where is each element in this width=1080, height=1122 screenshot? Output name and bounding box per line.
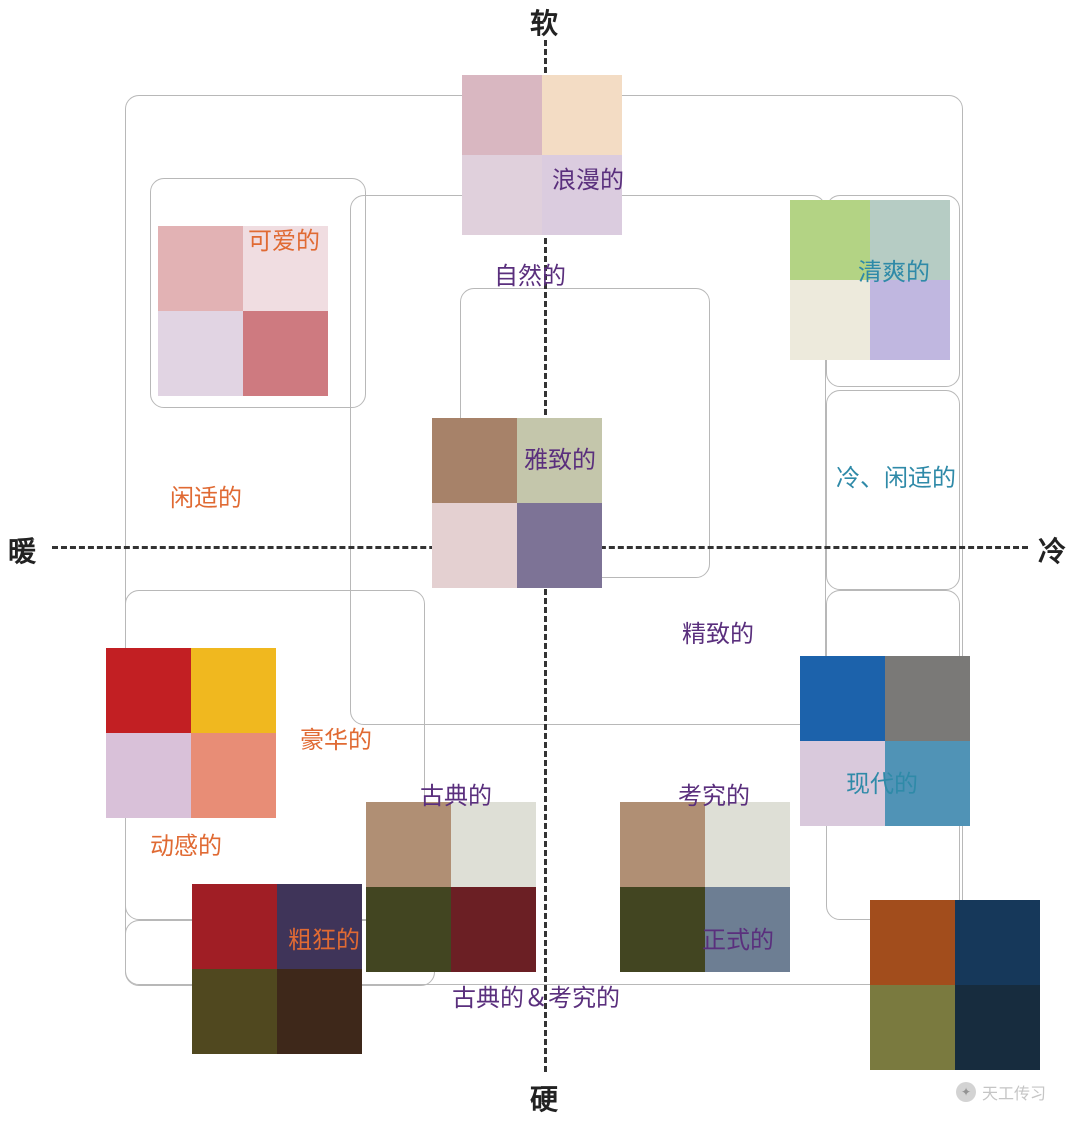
- swatch-classic-1: [451, 802, 536, 887]
- swatch-group-dynamic: [106, 648, 276, 818]
- romantic-label: 浪漫的: [552, 160, 624, 195]
- cool-leisure-label: 冷、闲适的: [836, 458, 956, 493]
- dynamic-label: 动感的: [150, 826, 222, 861]
- swatch-dynamic-0: [106, 648, 191, 733]
- swatch-elegant-2: [432, 503, 517, 588]
- swatch-modern-1: [885, 656, 970, 741]
- swatch-br-1: [955, 900, 1040, 985]
- swatch-br-2: [870, 985, 955, 1070]
- swatch-group-br: [870, 900, 1040, 1070]
- refined-label: 精致的: [682, 614, 754, 649]
- swatch-formal-1: [705, 802, 790, 887]
- swatch-romantic-0: [462, 75, 542, 155]
- leisure-label: 闲适的: [170, 478, 242, 513]
- swatch-fresh-3: [870, 280, 950, 360]
- elegant-label: 雅致的: [524, 440, 596, 475]
- swatch-group-romantic: [462, 75, 622, 235]
- swatch-group-modern: [800, 656, 970, 826]
- swatch-dynamic-1: [191, 648, 276, 733]
- footer-watermark: ✦ 天工传习: [956, 1080, 1046, 1104]
- swatch-dynamic-3: [191, 733, 276, 818]
- wechat-icon: ✦: [956, 1082, 976, 1102]
- footer-text: 天工传习: [982, 1080, 1046, 1104]
- swatch-formal-0: [620, 802, 705, 887]
- swatch-group-classic: [366, 802, 536, 972]
- swatch-classic-0: [366, 802, 451, 887]
- axis-label-right: 冷: [1038, 530, 1066, 570]
- research-label: 考究的: [678, 776, 750, 811]
- diagram-canvas: 软 硬 暖 冷 浪漫的可爱的自然的 清爽的雅致的闲适的 冷、闲适的精致的豪华的动感的…: [0, 0, 1080, 1122]
- swatch-cute-3: [243, 311, 328, 396]
- fresh-label: 清爽的: [858, 252, 930, 287]
- swatch-elegant-0: [432, 418, 517, 503]
- swatch-formal-2: [620, 887, 705, 972]
- formal-label: 正式的: [702, 920, 774, 955]
- swatch-br-3: [955, 985, 1040, 1070]
- natural-label: 自然的: [494, 256, 566, 291]
- classic-research-label: 古典的＆考究的: [452, 978, 620, 1013]
- swatch-romantic-2: [462, 155, 542, 235]
- swatch-romantic-1: [542, 75, 622, 155]
- swatch-dynamic-2: [106, 733, 191, 818]
- classic-label: 古典的: [420, 776, 492, 811]
- cute-label: 可爱的: [248, 221, 320, 256]
- swatch-modern-0: [800, 656, 885, 741]
- swatch-classic-2: [366, 887, 451, 972]
- swatch-fresh-2: [790, 280, 870, 360]
- modern-label: 现代的: [846, 764, 918, 799]
- axis-label-left: 暖: [8, 530, 36, 570]
- swatch-cute-2: [158, 311, 243, 396]
- axis-label-top: 软: [530, 2, 558, 42]
- swatch-group-wild: [192, 884, 362, 1054]
- luxury-label: 豪华的: [300, 720, 372, 755]
- swatch-cute-0: [158, 226, 243, 311]
- wild-label: 粗狂的: [288, 920, 360, 955]
- swatch-wild-2: [192, 969, 277, 1054]
- axis-label-bottom: 硬: [530, 1078, 558, 1118]
- swatch-elegant-3: [517, 503, 602, 588]
- swatch-wild-3: [277, 969, 362, 1054]
- swatch-wild-0: [192, 884, 277, 969]
- swatch-classic-3: [451, 887, 536, 972]
- swatch-br-0: [870, 900, 955, 985]
